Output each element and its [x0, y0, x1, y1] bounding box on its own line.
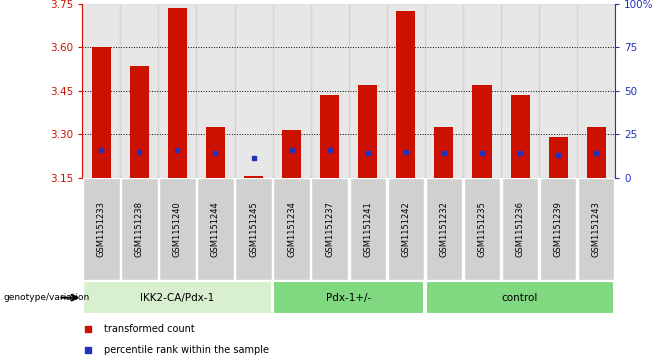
Bar: [197, 4, 234, 178]
FancyBboxPatch shape: [578, 178, 615, 280]
Bar: [82, 4, 120, 178]
Text: GSM1151244: GSM1151244: [211, 201, 220, 257]
Text: GSM1151234: GSM1151234: [287, 201, 296, 257]
Bar: [463, 4, 501, 178]
FancyBboxPatch shape: [349, 178, 386, 280]
Text: GSM1151232: GSM1151232: [440, 201, 448, 257]
FancyBboxPatch shape: [83, 178, 120, 280]
Bar: [311, 4, 349, 178]
Text: GSM1151243: GSM1151243: [592, 201, 601, 257]
Bar: [425, 4, 463, 178]
Text: control: control: [502, 293, 538, 303]
FancyBboxPatch shape: [121, 178, 158, 280]
FancyBboxPatch shape: [426, 281, 615, 314]
FancyBboxPatch shape: [273, 281, 424, 314]
FancyBboxPatch shape: [159, 178, 195, 280]
Text: IKK2-CA/Pdx-1: IKK2-CA/Pdx-1: [140, 293, 215, 303]
Bar: [549, 137, 568, 178]
Bar: [282, 130, 301, 178]
Bar: [396, 11, 415, 178]
Text: GSM1151236: GSM1151236: [516, 201, 524, 257]
Text: GSM1151233: GSM1151233: [97, 201, 106, 257]
Bar: [511, 95, 530, 178]
Bar: [168, 8, 187, 178]
FancyBboxPatch shape: [540, 178, 576, 280]
Text: GSM1151237: GSM1151237: [325, 201, 334, 257]
Bar: [272, 4, 311, 178]
Bar: [358, 85, 377, 178]
FancyBboxPatch shape: [236, 178, 272, 280]
Text: Pdx-1+/-: Pdx-1+/-: [326, 293, 371, 303]
Bar: [349, 4, 387, 178]
Text: GSM1151242: GSM1151242: [401, 201, 411, 257]
Text: GSM1151239: GSM1151239: [553, 201, 563, 257]
Bar: [120, 4, 159, 178]
FancyBboxPatch shape: [273, 178, 310, 280]
Bar: [387, 4, 425, 178]
Text: GSM1151238: GSM1151238: [135, 201, 144, 257]
FancyBboxPatch shape: [311, 178, 348, 280]
Bar: [434, 127, 453, 178]
FancyBboxPatch shape: [83, 281, 272, 314]
FancyBboxPatch shape: [197, 178, 234, 280]
FancyBboxPatch shape: [388, 178, 424, 280]
Bar: [206, 127, 225, 178]
Bar: [234, 4, 272, 178]
Text: GSM1151245: GSM1151245: [249, 201, 258, 257]
Text: percentile rank within the sample: percentile rank within the sample: [103, 345, 268, 355]
Bar: [539, 4, 577, 178]
Text: GSM1151241: GSM1151241: [363, 201, 372, 257]
Text: GSM1151240: GSM1151240: [173, 201, 182, 257]
FancyBboxPatch shape: [464, 178, 500, 280]
Bar: [501, 4, 539, 178]
FancyBboxPatch shape: [426, 178, 462, 280]
Bar: [577, 4, 615, 178]
Bar: [159, 4, 197, 178]
Bar: [472, 85, 492, 178]
FancyBboxPatch shape: [502, 178, 538, 280]
Text: GSM1151235: GSM1151235: [478, 201, 486, 257]
Text: genotype/variation: genotype/variation: [3, 293, 89, 302]
Bar: [244, 176, 263, 178]
Bar: [130, 66, 149, 178]
Bar: [587, 127, 606, 178]
Bar: [91, 47, 111, 178]
Bar: [320, 95, 340, 178]
Text: transformed count: transformed count: [103, 324, 194, 334]
